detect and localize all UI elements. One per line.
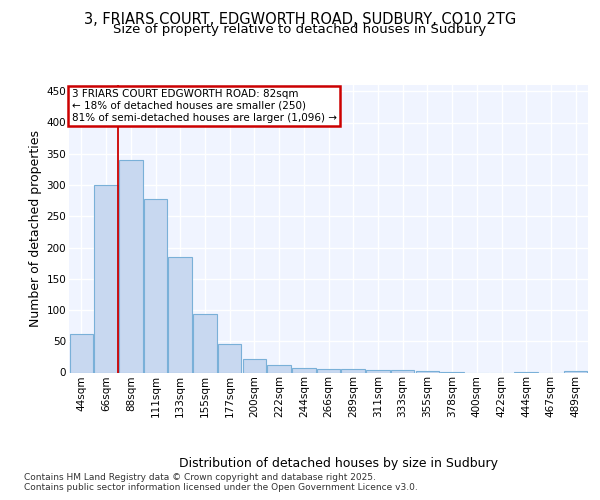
- Text: Size of property relative to detached houses in Sudbury: Size of property relative to detached ho…: [113, 24, 487, 36]
- Bar: [317, 370, 340, 372]
- Y-axis label: Number of detached properties: Number of detached properties: [29, 130, 43, 327]
- Bar: [70, 334, 93, 372]
- Text: Distribution of detached houses by size in Sudbury: Distribution of detached houses by size …: [179, 458, 499, 470]
- Bar: [564, 371, 587, 372]
- Bar: [366, 370, 389, 372]
- Bar: [169, 257, 192, 372]
- Text: Contains HM Land Registry data © Crown copyright and database right 2025.
Contai: Contains HM Land Registry data © Crown c…: [24, 472, 418, 492]
- Text: 3, FRIARS COURT, EDGWORTH ROAD, SUDBURY, CO10 2TG: 3, FRIARS COURT, EDGWORTH ROAD, SUDBURY,…: [84, 12, 516, 28]
- Bar: [242, 359, 266, 372]
- Text: 3 FRIARS COURT EDGWORTH ROAD: 82sqm
← 18% of detached houses are smaller (250)
8: 3 FRIARS COURT EDGWORTH ROAD: 82sqm ← 18…: [71, 90, 337, 122]
- Bar: [292, 368, 316, 372]
- Bar: [416, 370, 439, 372]
- Bar: [218, 344, 241, 372]
- Bar: [391, 370, 415, 372]
- Bar: [341, 370, 365, 372]
- Bar: [193, 314, 217, 372]
- Bar: [119, 160, 143, 372]
- Bar: [268, 365, 291, 372]
- Bar: [94, 185, 118, 372]
- Bar: [144, 198, 167, 372]
